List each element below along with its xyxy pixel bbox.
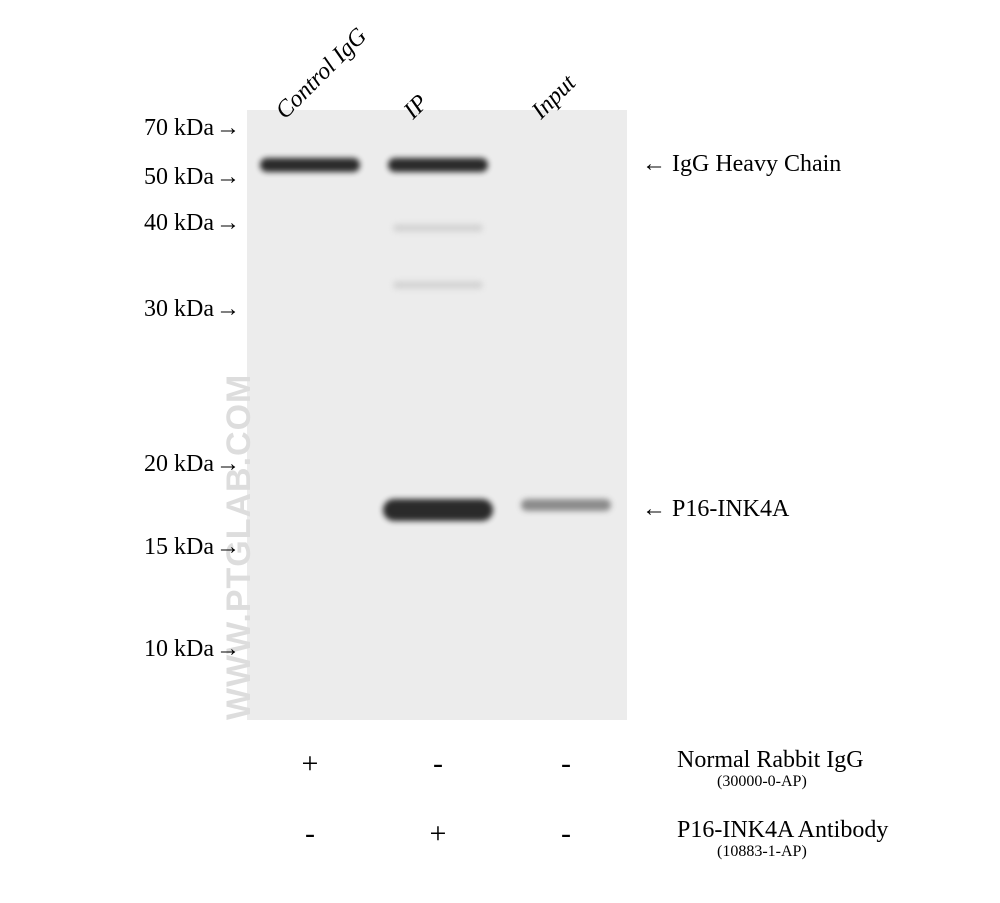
band-annotation-1: ←P16-INK4A: [642, 496, 789, 523]
ab-row-sublabel-0: (30000-0-AP): [717, 773, 807, 791]
band-annotation-label: IgG Heavy Chain: [672, 151, 841, 177]
mw-marker-5: 15 kDa→: [120, 534, 240, 561]
ab-row-1-cell-ip: +: [423, 817, 453, 851]
band-ip-1: [388, 158, 488, 172]
ab-row-0-cell-control: +: [295, 747, 325, 781]
mw-marker-0: 70 kDa→: [120, 115, 240, 142]
mw-marker-label: 15 kDa: [144, 534, 214, 560]
ab-row-label-1: P16-INK4A Antibody: [677, 817, 888, 844]
band-annotation-0: ←IgG Heavy Chain: [642, 151, 841, 178]
arrow-right-icon: →: [216, 164, 240, 190]
arrow-left-icon: ←: [642, 151, 666, 177]
arrow-right-icon: →: [216, 115, 240, 141]
ab-row-label-0: Normal Rabbit IgG: [677, 747, 864, 774]
mw-marker-label: 20 kDa: [144, 451, 214, 477]
arrow-right-icon: →: [216, 636, 240, 662]
arrow-right-icon: →: [216, 534, 240, 560]
band-ip-4: [383, 499, 493, 521]
ab-row-0-cell-input: -: [551, 747, 581, 781]
ab-row-sublabel-1: (10883-1-AP): [717, 843, 807, 861]
band-control-0: [260, 158, 360, 172]
mw-marker-2: 40 kDa→: [120, 210, 240, 237]
mw-marker-3: 30 kDa→: [120, 296, 240, 323]
ab-row-1-cell-control: -: [295, 817, 325, 851]
arrow-right-icon: →: [216, 451, 240, 477]
mw-marker-label: 40 kDa: [144, 210, 214, 236]
mw-marker-label: 10 kDa: [144, 636, 214, 662]
arrow-left-icon: ←: [642, 496, 666, 522]
ab-row-0-cell-ip: -: [423, 747, 453, 781]
arrow-right-icon: →: [216, 296, 240, 322]
arrow-right-icon: →: [216, 210, 240, 236]
mw-marker-label: 70 kDa: [144, 115, 214, 141]
band-ip-3: [393, 281, 483, 289]
ab-row-1-cell-input: -: [551, 817, 581, 851]
mw-marker-6: 10 kDa→: [120, 636, 240, 663]
band-annotation-label: P16-INK4A: [672, 496, 789, 522]
mw-marker-1: 50 kDa→: [120, 164, 240, 191]
mw-marker-label: 30 kDa: [144, 296, 214, 322]
band-input-5: [521, 499, 611, 511]
band-ip-2: [393, 224, 483, 232]
mw-marker-label: 50 kDa: [144, 164, 214, 190]
membrane: [247, 110, 627, 720]
mw-marker-4: 20 kDa→: [120, 451, 240, 478]
